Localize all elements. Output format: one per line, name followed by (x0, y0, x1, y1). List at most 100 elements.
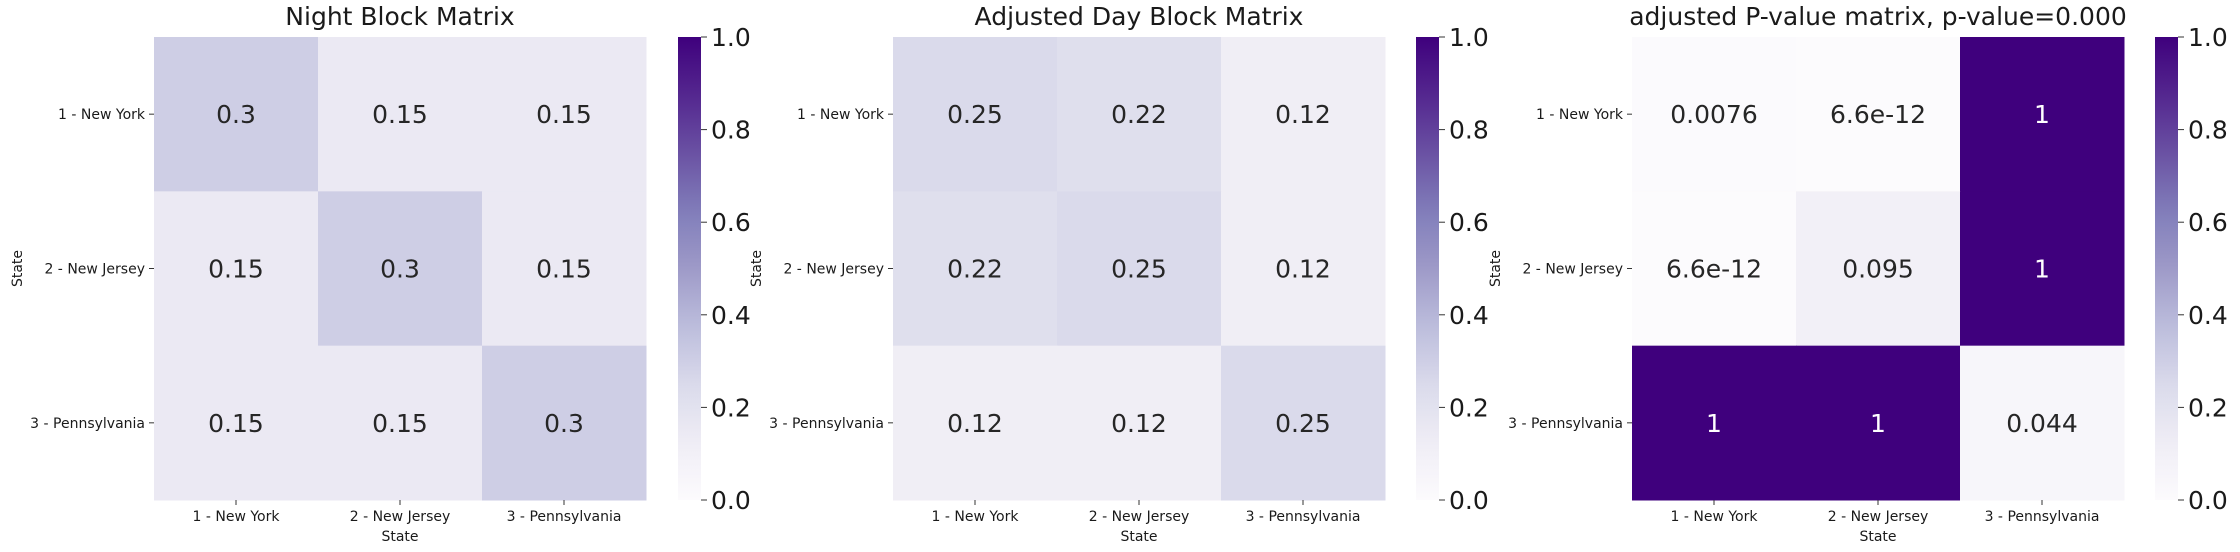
y-axis-label: State (749, 250, 765, 287)
x-tick-label: 3 - Pennsylvania (1985, 509, 2100, 525)
colorbar-tick-label: 0.6 (1449, 208, 1489, 237)
y-tick-label: 1 - New York (797, 107, 885, 123)
heatmap-cell (1796, 345, 1961, 501)
y-tick-label: 1 - New York (58, 107, 146, 123)
cell-value-label: 0.22 (947, 255, 1003, 284)
colorbar-tick-label: 0.2 (2188, 393, 2228, 422)
cell-value-label: 0.0076 (1670, 100, 1757, 129)
heatmap-cell (318, 191, 483, 347)
x-tick-label: 1 - New York (932, 509, 1020, 525)
x-tick-label: 1 - New York (1671, 509, 1759, 525)
heatmap-panel-3: adjusted P-value matrix, p-value=0.000 0.… (1488, 2, 2228, 545)
y-axis-label: State (1488, 250, 1504, 287)
colorbar-tick-label: 0.2 (1449, 393, 1489, 422)
heatmap-cell (1796, 191, 1961, 347)
colorbar-tick-label: 0.0 (2188, 486, 2228, 515)
heatmap-cell (154, 191, 319, 347)
colorbar-tick-label: 0.8 (2188, 116, 2228, 145)
colorbar-tick-label: 0.2 (711, 393, 751, 422)
heatmap-cell (1960, 37, 2125, 192)
x-tick-label: 2 - New Jersey (1828, 509, 1929, 525)
heatmap-cell (1221, 37, 1386, 192)
cell-value-label: 0.15 (208, 255, 264, 284)
heatmap-cell (482, 345, 647, 501)
x-axis-label: State (381, 529, 418, 545)
heatmap-cell (318, 345, 483, 501)
cell-value-label: 0.15 (372, 100, 428, 129)
colorbar (678, 37, 701, 500)
colorbar-tick-label: 1.0 (711, 23, 751, 52)
heatmap-cell (893, 345, 1058, 501)
heatmap-cell (1057, 191, 1222, 347)
colorbar-tick-label: 0.4 (2188, 301, 2228, 330)
heatmap-cell (1632, 37, 1797, 192)
heatmap-cell (1796, 37, 1961, 192)
x-axis-label: State (1120, 529, 1157, 545)
heatmap-cell (482, 191, 647, 347)
heatmap-cell (1221, 191, 1386, 347)
colorbar-tick-label: 0.0 (711, 486, 751, 515)
cell-value-label: 0.12 (1275, 100, 1331, 129)
heatmap-cell (1632, 345, 1797, 501)
cell-value-label: 0.12 (1275, 255, 1331, 284)
heatmap-cell (154, 345, 319, 501)
colorbar-tick-label: 1.0 (1449, 23, 1489, 52)
colorbar-tick-label: 1.0 (2188, 23, 2228, 52)
cell-value-label: 0.25 (1111, 255, 1167, 284)
cell-value-label: 1 (1706, 409, 1722, 438)
y-axis-label: State (10, 250, 26, 287)
colorbar-tick-label: 0.8 (711, 116, 751, 145)
colorbar-tick-label: 0.0 (1449, 486, 1489, 515)
y-tick-label: 2 - New Jersey (783, 262, 884, 278)
cell-value-label: 0.044 (2006, 409, 2078, 438)
cell-value-label: 1 (2034, 100, 2050, 129)
cell-value-label: 0.3 (216, 100, 256, 129)
heatmap-cell (1057, 345, 1222, 501)
heatmap-panel-2: Adjusted Day Block Matrix 0.25 0.22 0.12 0.2… (749, 2, 1489, 545)
cell-value-label: 6.6e-12 (1830, 100, 1926, 129)
colorbar (1416, 37, 1439, 500)
cell-value-label: 0.12 (1111, 409, 1167, 438)
cell-value-label: 0.15 (536, 255, 592, 284)
chart-title: Night Block Matrix (285, 2, 514, 31)
cell-value-label: 0.25 (947, 100, 1003, 129)
cell-value-label: 0.15 (208, 409, 264, 438)
y-tick-label: 2 - New Jersey (1522, 262, 1623, 278)
colorbar-tick-label: 0.4 (711, 301, 751, 330)
chart-title: adjusted P-value matrix, p-value=0.000 (1629, 2, 2127, 31)
colorbar-tick-label: 0.6 (711, 208, 751, 237)
colorbar (2155, 37, 2178, 500)
chart-title: Adjusted Day Block Matrix (975, 2, 1304, 31)
y-tick-label: 3 - Pennsylvania (769, 416, 884, 432)
heatmap-cell (1632, 191, 1797, 347)
cell-value-label: 1 (1870, 409, 1886, 438)
cell-value-label: 0.3 (544, 409, 584, 438)
colorbar-tick-label: 0.6 (2188, 208, 2228, 237)
x-tick-label: 1 - New York (193, 509, 281, 525)
x-tick-label: 3 - Pennsylvania (1246, 509, 1361, 525)
cell-value-label: 1 (2034, 255, 2050, 284)
heatmap-cell (318, 37, 483, 192)
colorbar-tick-label: 0.8 (1449, 116, 1489, 145)
cell-value-label: 0.22 (1111, 100, 1167, 129)
heatmap-panel-1: Night Block Matrix 0.3 0.15 0.15 0.15 0.3 0.15… (10, 2, 751, 545)
cell-value-label: 0.15 (372, 409, 428, 438)
colorbar-tick-label: 0.4 (1449, 301, 1489, 330)
x-tick-label: 2 - New Jersey (350, 509, 451, 525)
cell-value-label: 6.6e-12 (1666, 255, 1762, 284)
cell-value-label: 0.095 (1842, 255, 1914, 284)
cell-value-label: 0.3 (380, 255, 420, 284)
heatmap-cell (1221, 345, 1386, 501)
y-tick-label: 3 - Pennsylvania (30, 416, 145, 432)
y-tick-label: 2 - New Jersey (44, 262, 145, 278)
x-axis-label: State (1859, 529, 1896, 545)
heatmap-cell (482, 37, 647, 192)
heatmap-cell (154, 37, 319, 192)
heatmap-cell (893, 191, 1058, 347)
cell-value-label: 0.12 (947, 409, 1003, 438)
x-tick-label: 2 - New Jersey (1089, 509, 1190, 525)
heatmap-cell (1960, 191, 2125, 347)
heatmap-cell (1960, 345, 2125, 501)
heatmap-cell (1057, 37, 1222, 192)
